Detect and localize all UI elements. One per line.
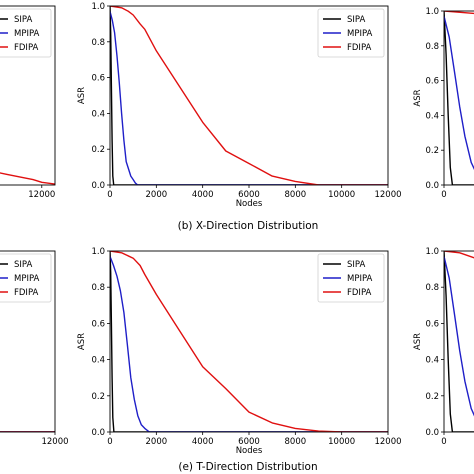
y-tick-label: 0.8	[91, 38, 105, 48]
plot-frame	[0, 250, 56, 433]
x-tick-label: 0	[441, 190, 446, 200]
x-tick-label: 4000	[192, 437, 214, 447]
y-axis-label: ASR	[413, 89, 423, 106]
x-tick-label: 12000	[41, 437, 68, 447]
x-tick-label: 0	[107, 437, 112, 447]
series-line-sipa	[444, 11, 474, 185]
x-tick-label: 10000	[328, 190, 355, 200]
plot-frame	[443, 10, 474, 186]
x-tick-label: 10000	[328, 437, 355, 447]
series-group	[444, 11, 474, 185]
series-line-mpipa	[110, 256, 388, 432]
x-axis-label: Nodes	[236, 446, 263, 456]
chart-left-bottom: 12000 SIPA MPIPA FDIPA	[0, 250, 69, 447]
y-tick-label: 0.2	[425, 146, 439, 156]
y-tick-label: 1.0	[425, 247, 439, 257]
legend: SIPA MPIPA FDIPA	[317, 253, 385, 303]
series-group	[444, 251, 474, 432]
plot-frame	[0, 5, 56, 186]
series-line-fdipa	[444, 11, 474, 15]
legend-label-fdipa: FDIPA	[347, 288, 372, 298]
legend-box	[0, 253, 52, 303]
y-tick-label: 0.8	[425, 42, 439, 52]
y-tick-label: 0.8	[425, 283, 439, 293]
legend-label-sipa: SIPA	[14, 260, 32, 270]
chart-right-bottom: 00.0 0.2 0.4 0.6 0.8 1.0 ASR	[413, 247, 474, 447]
y-tick-label: 0.4	[91, 356, 105, 366]
y-tick-label: 0.6	[425, 319, 439, 329]
legend-label-fdipa: FDIPA	[347, 43, 372, 53]
y-axis-label: ASR	[77, 87, 87, 104]
series-line-fdipa	[444, 251, 474, 259]
y-tick-label: 0.6	[425, 77, 439, 87]
legend-box	[317, 8, 385, 58]
series-line-sipa	[110, 6, 388, 185]
y-tick-label: 0.4	[425, 356, 439, 366]
x-tick-label: 12000	[28, 190, 55, 200]
y-tick-label: 0.6	[91, 319, 105, 329]
y-tick-label: 0.2	[91, 392, 105, 402]
y-tick-label: 1.0	[91, 247, 105, 257]
chart-e: 0 2000 4000 6000 8000 10000 12000 0.0 0.2 0.4 0.6 0…	[77, 247, 402, 456]
y-axis-label: ASR	[413, 333, 423, 350]
y-axis-label: ASR	[77, 333, 87, 350]
x-tick-label: 0	[107, 190, 112, 200]
x-tick-label: 8000	[285, 437, 307, 447]
chart-b: 0 2000 4000 6000 8000 10000 12000 0.0 0.2 0.4 0.6 0…	[77, 2, 402, 209]
x-tick-label: 4000	[192, 190, 214, 200]
y-tick-label: 1.0	[425, 7, 439, 17]
y-tick-label: 0.4	[91, 109, 105, 119]
series-line-mpipa	[444, 16, 474, 171]
x-tick-label: 8000	[285, 190, 307, 200]
series-line-mpipa	[444, 256, 474, 417]
y-tick-label: 1.0	[91, 2, 105, 12]
y-tick-label: 0.6	[91, 74, 105, 84]
series-group	[110, 6, 388, 185]
legend-label-fdipa: FDIPA	[14, 43, 39, 53]
y-tick-label: 0.0	[425, 181, 439, 191]
legend-label-sipa: SIPA	[347, 260, 365, 270]
legend-box	[317, 253, 385, 303]
legend-label-fdipa: FDIPA	[14, 288, 39, 298]
caption-bottom: (e) T-Direction Distribution	[178, 461, 317, 473]
chart-left-top: 12000 SIPA MPIPA FDIPA	[0, 5, 56, 200]
series-line-fdipa	[0, 172, 55, 185]
x-tick-label: 2000	[146, 190, 168, 200]
y-tick-label: 0.0	[91, 181, 105, 191]
y-tick-label: 0.8	[91, 283, 105, 293]
y-tick-label: 0.2	[91, 145, 105, 155]
legend-label-mpipa: MPIPA	[14, 29, 40, 39]
series-line-sipa	[444, 251, 474, 432]
legend-label-sipa: SIPA	[347, 15, 365, 25]
x-tick-label: 6000	[238, 190, 260, 200]
x-tick-label: 6000	[238, 437, 260, 447]
legend-label-sipa: SIPA	[14, 15, 32, 25]
x-tick-label: 0	[441, 437, 446, 447]
series-line-fdipa	[110, 6, 388, 185]
series-group	[110, 251, 388, 432]
y-tick-label: 0.2	[425, 392, 439, 402]
y-tick-label: 0.4	[425, 111, 439, 121]
series-line-mpipa	[110, 11, 388, 185]
legend-label-mpipa: MPIPA	[14, 274, 40, 284]
series-group	[0, 172, 55, 185]
legend-label-mpipa: MPIPA	[347, 274, 373, 284]
series-line-fdipa	[110, 251, 388, 432]
legend: SIPA MPIPA FDIPA	[0, 253, 52, 303]
x-axis-label: Nodes	[236, 199, 263, 209]
x-tick-label: 2000	[146, 437, 168, 447]
caption-top: (b) X-Direction Distribution	[178, 220, 319, 232]
legend-box	[0, 8, 52, 58]
legend-label-mpipa: MPIPA	[347, 29, 373, 39]
legend: SIPA MPIPA FDIPA	[317, 8, 385, 58]
y-tick-label: 0.0	[425, 428, 439, 438]
x-tick-label: 12000	[374, 437, 401, 447]
series-line-sipa	[110, 251, 388, 432]
plot-frame	[443, 250, 474, 433]
legend: SIPA MPIPA FDIPA	[0, 8, 52, 58]
x-tick-label: 12000	[374, 190, 401, 200]
y-tick-label: 0.0	[91, 428, 105, 438]
chart-right-top: 00.0 0.2 0.4 0.6 0.8 1.0 ASR	[413, 7, 474, 200]
